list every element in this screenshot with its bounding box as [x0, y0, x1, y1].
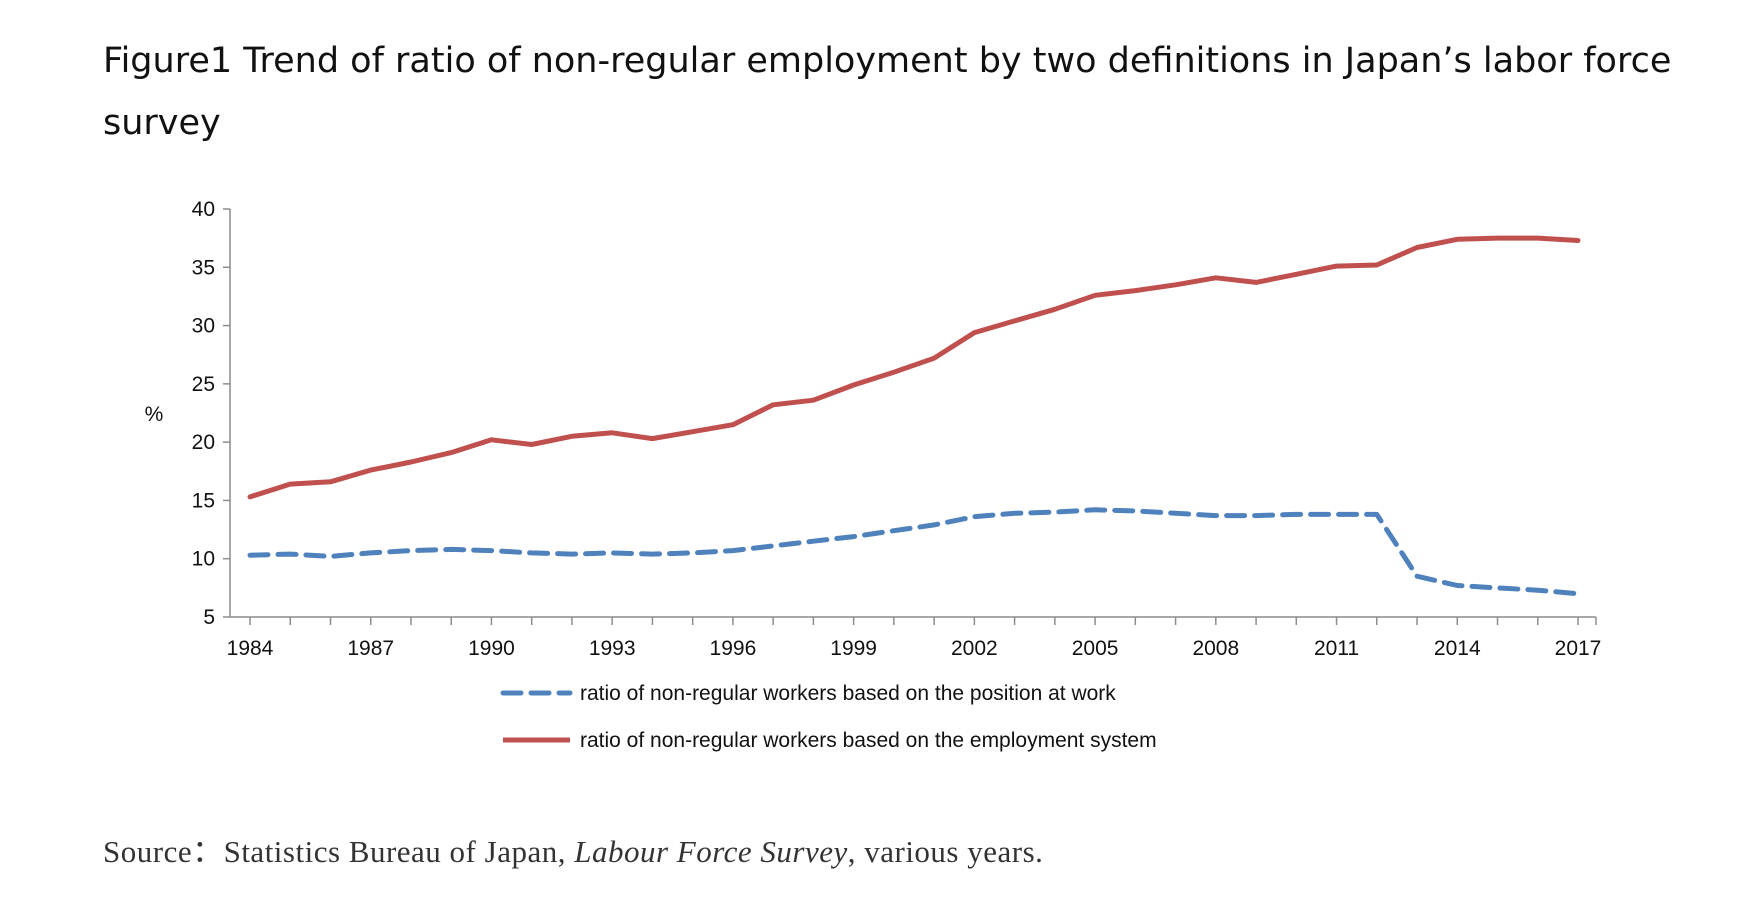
x-tick-label: 1993 [589, 637, 636, 660]
x-tick-label: 2017 [1555, 637, 1602, 660]
legend-entry-label: ratio of non-regular workers based on th… [580, 729, 1157, 752]
x-tick-label: 2011 [1314, 637, 1359, 660]
y-tick-label: 20 [192, 431, 215, 454]
x-tick-label: 1996 [710, 637, 757, 660]
source-note: Source：Statistics Bureau of Japan, Labou… [103, 826, 1043, 871]
source-publication: Labour Force Survey [574, 834, 848, 869]
x-tick-label: 2002 [951, 637, 998, 660]
source-prefix: Source：Statistics Bureau of Japan, [103, 834, 575, 869]
y-axis-unit-label: % [145, 403, 164, 426]
x-tick-label: 1987 [347, 637, 394, 660]
figure-title: Figure1 Trend of ratio of non-regular em… [103, 41, 1672, 143]
y-tick-label: 25 [192, 373, 215, 396]
x-tick-label: 2008 [1192, 637, 1239, 660]
y-tick-label: 15 [192, 489, 215, 512]
legend-entry-label: ratio of non-regular workers based on th… [580, 682, 1116, 705]
x-tick-label: 2014 [1434, 637, 1481, 660]
y-tick-label: 10 [192, 548, 215, 571]
y-axis: 5 10 15 20 25 30 35 40 [192, 198, 231, 629]
x-tick-label: 1990 [468, 637, 515, 660]
legend: ratio of non-regular workers based on th… [500, 682, 1157, 752]
source-suffix: , various years. [847, 834, 1044, 869]
series-line-position-at-work [247, 507, 1581, 597]
series-line-employment-system [247, 235, 1581, 500]
x-axis: 1984 1987 1990 1993 1996 1999 2002 2005 2008 2011… [227, 616, 1602, 660]
y-tick-label: 35 [192, 256, 215, 279]
y-tick-label: 40 [192, 198, 215, 221]
series-lines [247, 235, 1581, 597]
y-tick-label: 5 [203, 606, 215, 629]
x-tick-label: 1999 [830, 637, 877, 660]
x-tick-label: 1984 [227, 637, 274, 660]
y-tick-label: 30 [192, 315, 215, 338]
x-tick-label: 2005 [1072, 637, 1119, 660]
